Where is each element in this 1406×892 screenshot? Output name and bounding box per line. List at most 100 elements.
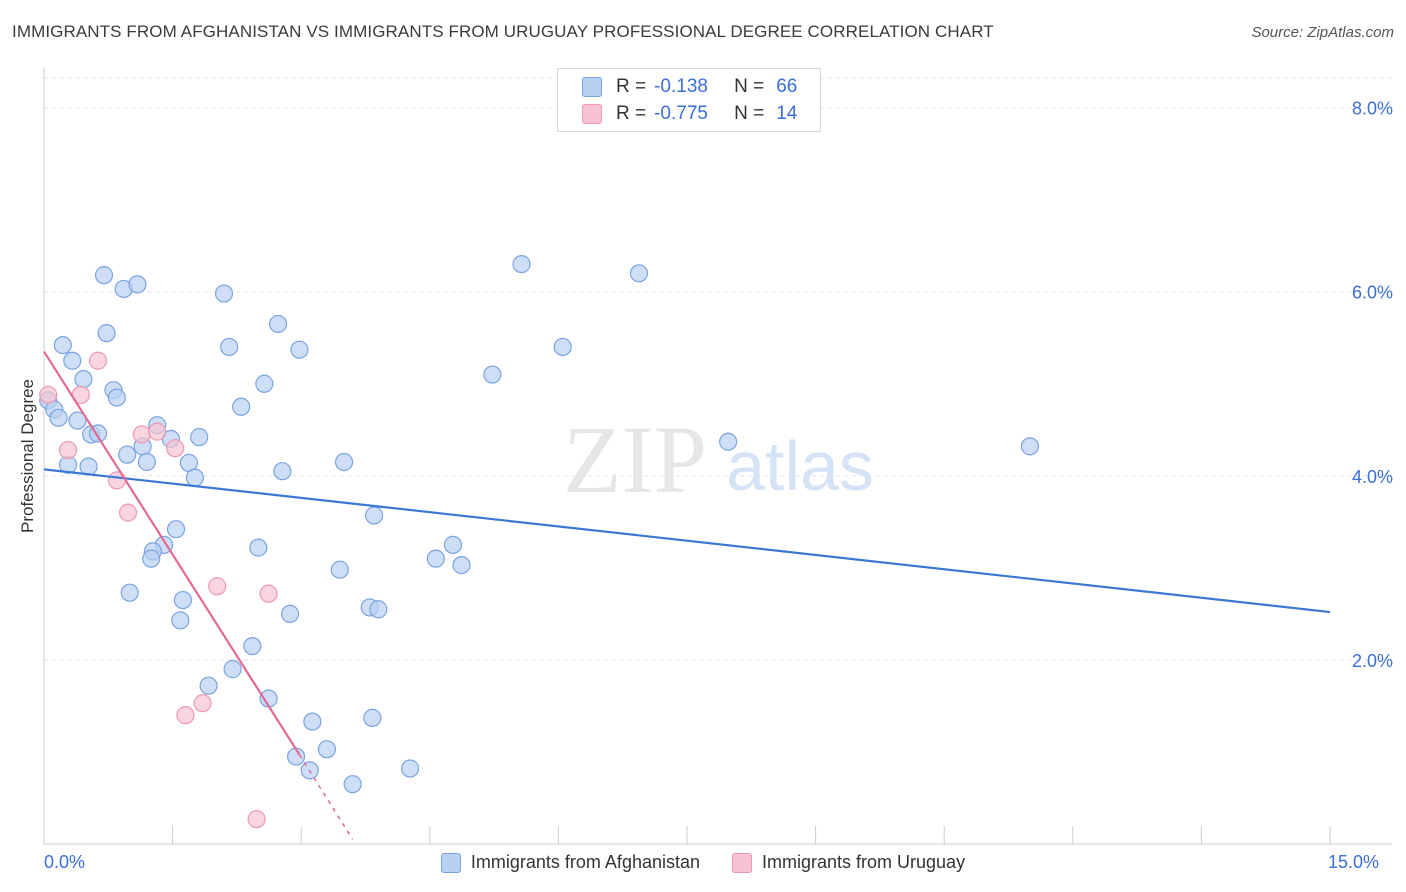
afghanistan-point xyxy=(719,432,738,451)
uruguay-swatch xyxy=(582,104,602,124)
r-value: -0.138 xyxy=(654,76,708,97)
y-tick-label: 8.0% xyxy=(1352,99,1393,119)
afghanistan-point xyxy=(512,254,531,274)
afghanistan-point xyxy=(268,314,288,334)
uruguay-point xyxy=(58,440,78,460)
afghanistan-point xyxy=(220,337,239,357)
uruguay-point xyxy=(166,439,185,458)
watermark-zip: ZIP xyxy=(563,406,707,513)
series-legend: Immigrants from Afghanistan Immigrants f… xyxy=(0,852,1406,873)
afghanistan-point xyxy=(214,284,234,303)
afghanistan-point xyxy=(629,264,649,283)
afghanistan-trend-line xyxy=(43,468,1331,614)
uruguay-point xyxy=(118,503,138,522)
uruguay-point xyxy=(88,351,108,370)
uruguay-point xyxy=(148,422,167,441)
uruguay-point xyxy=(39,385,58,404)
n-value: 66 xyxy=(776,76,798,97)
y-tick-label: 4.0% xyxy=(1352,467,1393,487)
afghanistan-point xyxy=(199,676,218,695)
afghanistan-point xyxy=(290,340,309,359)
afghanistan-point xyxy=(53,335,72,355)
afghanistan-point xyxy=(364,506,384,525)
afghanistan-point xyxy=(249,538,268,557)
afghanistan-point xyxy=(452,555,471,575)
afghanistan-point xyxy=(1020,437,1040,456)
stats-legend: R = -0.138 N = 66 R = -0.775 N = 14 xyxy=(557,68,821,132)
r-label: R = xyxy=(616,76,647,97)
afghanistan-point xyxy=(97,324,116,343)
afghanistan-point xyxy=(171,611,190,630)
afghanistan-point xyxy=(273,462,292,481)
legend-item-afghanistan[interactable]: Immigrants from Afghanistan xyxy=(440,852,701,873)
r-value: -0.775 xyxy=(654,103,708,124)
afghanistan-point xyxy=(137,452,156,472)
legend-label-uruguay: Immigrants from Uruguay xyxy=(762,852,966,872)
uruguay-point xyxy=(193,694,212,713)
n-value: 14 xyxy=(776,103,798,124)
afghanistan-point xyxy=(303,712,322,731)
y-tick-labels: 2.0% 4.0% 6.0% 8.0% xyxy=(1352,99,1393,671)
chart-title: IMMIGRANTS FROM AFGHANISTAN VS IMMIGRANT… xyxy=(12,22,994,41)
uruguay-trend-extension xyxy=(298,754,354,840)
afghanistan-point xyxy=(94,266,114,285)
afghanistan-point xyxy=(363,708,382,727)
gridlines xyxy=(44,77,1392,661)
source-label: Source: ZipAtlas.com xyxy=(1251,24,1394,41)
uruguay-point xyxy=(208,577,227,596)
afghanistan-point xyxy=(426,549,445,568)
watermark-atlas: atlas xyxy=(726,427,874,505)
afghanistan-point xyxy=(128,275,147,294)
afghanistan-point xyxy=(173,590,192,610)
afghanistan-point xyxy=(107,388,126,407)
afghanistan-point xyxy=(330,560,349,579)
afghanistan-point xyxy=(185,468,204,487)
afghanistan-point xyxy=(223,660,242,679)
afghanistan-point xyxy=(369,600,388,619)
afghanistan-point xyxy=(343,775,362,794)
uruguay-point xyxy=(132,425,151,444)
uruguay-trend-line xyxy=(43,350,301,756)
n-label: N = xyxy=(734,103,765,124)
series-uruguay-points xyxy=(39,351,278,829)
y-tick-label: 2.0% xyxy=(1352,651,1393,671)
afghanistan-point xyxy=(317,740,337,759)
afghanistan-point xyxy=(232,397,251,416)
r-label: R = xyxy=(616,103,647,124)
uruguay-legend-swatch xyxy=(732,852,753,873)
uruguay-point xyxy=(259,584,278,603)
afghanistan-point xyxy=(443,535,463,554)
afghanistan-point xyxy=(118,445,137,464)
legend-item-uruguay[interactable]: Immigrants from Uruguay xyxy=(732,852,965,873)
legend-label-afghanistan: Immigrants from Afghanistan xyxy=(470,852,701,872)
afghanistan-point xyxy=(49,408,68,427)
afghanistan-point xyxy=(142,549,161,568)
afghanistan-swatch xyxy=(582,77,602,97)
afghanistan-point xyxy=(63,351,82,370)
uruguay-point xyxy=(176,706,195,725)
afghanistan-point xyxy=(400,759,420,778)
uruguay-point xyxy=(247,810,266,829)
afghanistan-point xyxy=(334,452,354,472)
afghanistan-point xyxy=(190,428,209,447)
afghanistan-point xyxy=(243,636,262,656)
watermark: ZIP atlas xyxy=(563,406,874,513)
y-axis-title: Professional Degree xyxy=(18,378,37,534)
afghanistan-point xyxy=(68,411,87,430)
afghanistan-point xyxy=(483,365,502,384)
afghanistan-point xyxy=(120,583,139,602)
afghanistan-point xyxy=(280,604,300,623)
afghanistan-point xyxy=(553,337,572,357)
afghanistan-point xyxy=(74,370,93,389)
x-tick-max: 15.0% xyxy=(1328,852,1380,872)
n-label: N = xyxy=(734,76,765,97)
axes xyxy=(43,68,1392,845)
stats-row-afghanistan: R = -0.138 N = 66 xyxy=(582,74,797,100)
afghanistan-point xyxy=(255,374,274,393)
trend-lines xyxy=(43,350,1331,840)
x-tick-min: 0.0% xyxy=(44,852,86,872)
y-tick-label: 6.0% xyxy=(1352,283,1393,303)
afghanistan-point xyxy=(166,520,186,539)
stats-row-uruguay: R = -0.775 N = 14 xyxy=(582,101,797,127)
